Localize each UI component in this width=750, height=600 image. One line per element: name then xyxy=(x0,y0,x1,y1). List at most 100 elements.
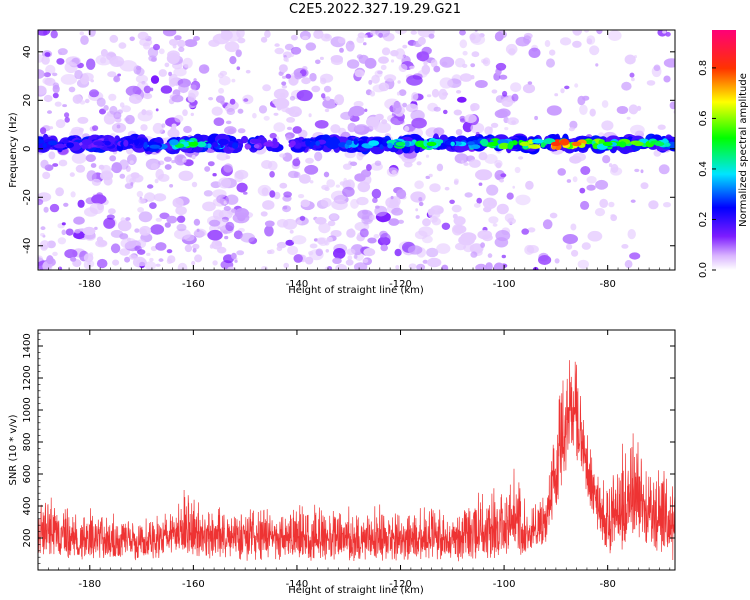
speckle-mark xyxy=(457,96,467,103)
speckle-mark xyxy=(212,189,227,199)
speckle-mark xyxy=(621,81,632,91)
snr-x-axis: -180 -160 -140 -120 -100 -80 xyxy=(37,330,671,590)
speckle-mark xyxy=(290,46,302,55)
speckle-mark xyxy=(279,92,286,98)
speckle-mark xyxy=(411,92,419,101)
speckle-mark xyxy=(608,30,622,41)
speckle-mark xyxy=(236,182,248,193)
speckle-mark xyxy=(534,115,538,121)
speckle-mark xyxy=(73,216,85,225)
band-mark xyxy=(253,144,260,149)
speckle-mark xyxy=(135,74,148,84)
speckle-mark xyxy=(167,255,176,264)
speckle-mark xyxy=(86,170,97,182)
speckle-mark xyxy=(363,248,376,257)
speckle-mark xyxy=(366,164,372,171)
speckle-mark xyxy=(416,161,422,166)
speckle-mark xyxy=(456,90,462,94)
y-tick-label: 1200 xyxy=(22,365,33,390)
speckle-mark xyxy=(211,106,223,116)
speckle-mark xyxy=(192,248,197,253)
speckle-mark xyxy=(395,265,400,270)
band-peak xyxy=(654,141,665,147)
speckle-mark xyxy=(43,206,49,213)
speckle-mark xyxy=(169,184,174,188)
speckle-mark xyxy=(374,160,382,166)
speckle-mark xyxy=(421,64,431,75)
speckle-mark xyxy=(119,159,129,170)
speckle-mark xyxy=(286,117,296,123)
speckle-mark xyxy=(335,184,340,188)
speckle-mark xyxy=(628,104,639,115)
speckle-mark xyxy=(57,237,67,245)
speckle-mark xyxy=(103,217,116,229)
speckle-mark xyxy=(48,151,56,160)
speckle-mark xyxy=(234,169,249,180)
speckle-mark xyxy=(431,88,440,98)
speckle-mark xyxy=(204,166,211,172)
speckle-mark xyxy=(65,56,81,66)
speckle-mark xyxy=(318,222,331,234)
speckle-mark xyxy=(166,52,180,65)
speckle-mark xyxy=(455,129,463,136)
speckle-mark xyxy=(428,33,435,39)
band-mark xyxy=(313,144,322,149)
x-tick-label: -80 xyxy=(600,579,616,590)
speckle-mark xyxy=(368,120,379,130)
speckle-mark xyxy=(433,65,441,73)
speckle-mark xyxy=(288,170,299,179)
speckle-mark xyxy=(166,215,178,224)
speckle-mark xyxy=(65,228,74,236)
speckle-mark xyxy=(143,93,153,100)
speckle-mark xyxy=(85,154,97,163)
speckle-mark xyxy=(496,203,509,215)
snr-line xyxy=(38,360,675,562)
speckle-mark xyxy=(415,208,419,212)
speckle-mark xyxy=(657,124,666,130)
band-peak xyxy=(602,141,613,147)
speckle-mark xyxy=(589,108,596,117)
speckle-mark xyxy=(560,88,565,94)
speckle-mark xyxy=(69,172,75,177)
speckle-mark xyxy=(227,101,239,110)
band-mark xyxy=(498,142,510,150)
y-tick-label: 600 xyxy=(22,464,33,483)
band-mark xyxy=(540,142,546,148)
speckle-mark xyxy=(100,57,107,64)
y-tick-label: 1400 xyxy=(22,333,33,358)
speckle-mark xyxy=(43,72,51,78)
band-peak xyxy=(488,141,499,147)
speckle-mark xyxy=(155,168,164,180)
speckle-mark xyxy=(372,84,386,93)
speckle-mark xyxy=(172,44,177,49)
speckle-mark xyxy=(340,111,353,120)
speckle-mark xyxy=(64,112,70,118)
speckle-mark xyxy=(476,197,483,204)
snr-y-label: SNR (10 * v/v) xyxy=(8,414,19,485)
speckle-mark xyxy=(198,64,210,74)
speckle-mark xyxy=(236,250,245,256)
speckle-mark xyxy=(326,179,336,188)
speckle-mark xyxy=(153,193,167,202)
speckle-mark xyxy=(363,34,368,38)
speckle-mark xyxy=(653,149,662,157)
colorbar-gradient xyxy=(712,30,736,270)
speckle-mark xyxy=(42,171,51,180)
speckle-mark xyxy=(110,243,121,254)
speckle-mark xyxy=(532,266,539,270)
speckle-mark xyxy=(164,164,172,170)
speckle-mark xyxy=(164,156,172,162)
speckle-mark xyxy=(299,174,311,184)
x-tick-label: -80 xyxy=(600,279,616,290)
speckle-mark xyxy=(174,35,182,41)
speckle-mark xyxy=(137,207,145,213)
speckle-mark xyxy=(90,79,94,83)
speckle-mark xyxy=(439,77,454,89)
speckle-mark xyxy=(423,61,428,66)
speckle-mark xyxy=(125,85,142,97)
speckle-mark xyxy=(464,192,473,198)
speckle-mark xyxy=(608,201,615,208)
speckle-mark xyxy=(350,198,359,209)
speckle-mark xyxy=(314,120,329,129)
